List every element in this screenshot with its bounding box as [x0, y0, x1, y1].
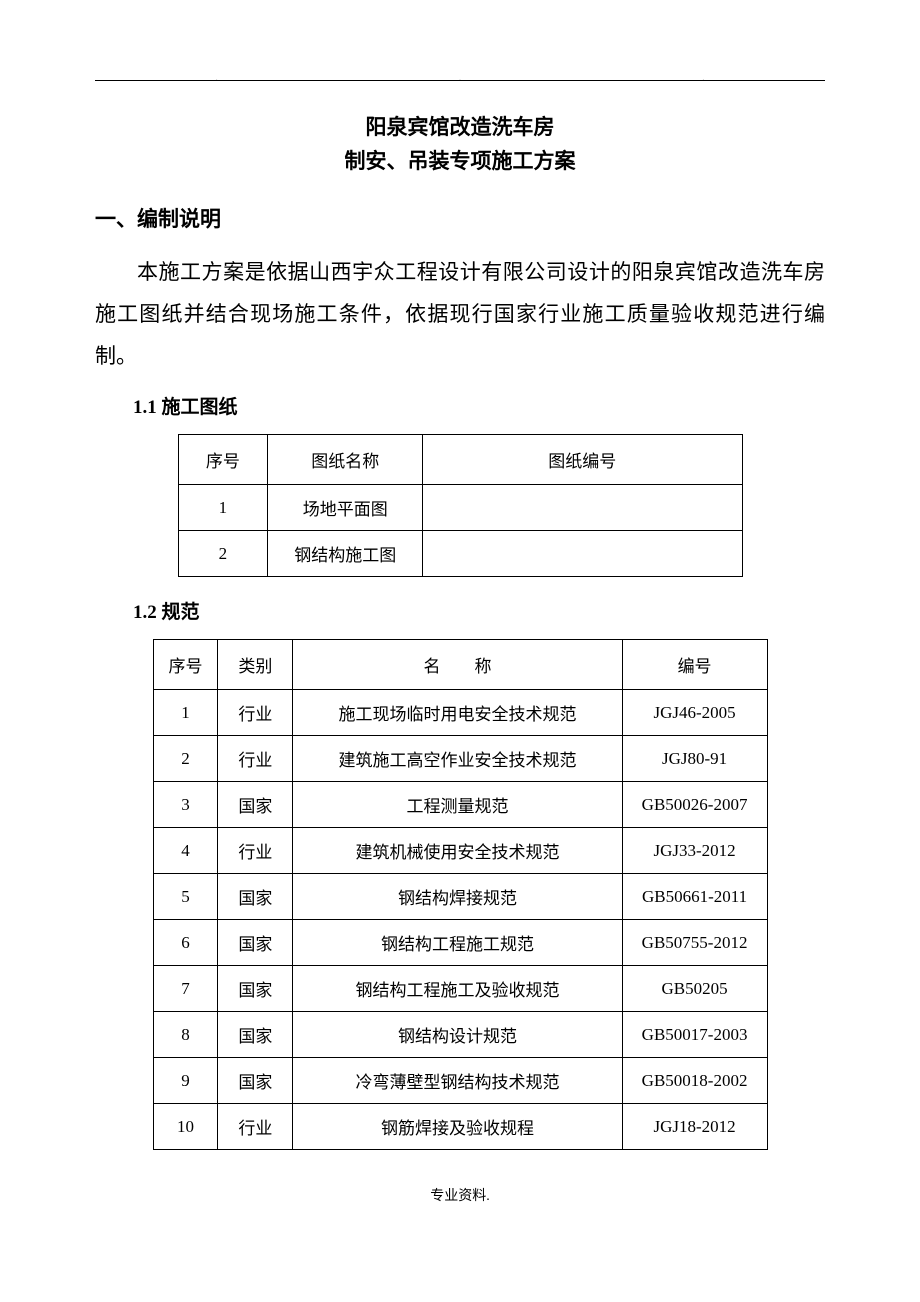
cell-number: GB50661-2011 [622, 874, 767, 920]
cell-category: 国家 [218, 1012, 293, 1058]
cell-number: GB50017-2003 [622, 1012, 767, 1058]
table-row: 3国家工程测量规范GB50026-2007 [153, 782, 767, 828]
header-divider: . . . [95, 80, 825, 81]
title-line-1: 阳泉宾馆改造洗车房 [95, 111, 825, 145]
section-1-paragraph: 本施工方案是依据山西宇众工程设计有限公司设计的阳泉宾馆改造洗车房施工图纸并结合现… [95, 251, 825, 377]
drawings-table: 序号 图纸名称 图纸编号 1场地平面图2钢结构施工图 [178, 434, 743, 577]
header-dot: . [215, 73, 218, 84]
table-row: 9国家冷弯薄壁型钢结构技术规范GB50018-2002 [153, 1058, 767, 1104]
col-number: 图纸编号 [423, 435, 742, 485]
col-name: 图纸名称 [268, 435, 423, 485]
cell-category: 国家 [218, 782, 293, 828]
drawings-heading: 1.1 施工图纸 [133, 392, 825, 419]
cell-category: 行业 [218, 736, 293, 782]
table-header-row: 序号 类别 名 称 编号 [153, 640, 767, 690]
table-row: 1场地平面图 [178, 485, 742, 531]
table-row: 1行业施工现场临时用电安全技术规范JGJ46-2005 [153, 690, 767, 736]
cell-number: JGJ33-2012 [622, 828, 767, 874]
col-seq: 序号 [153, 640, 218, 690]
table-row: 7国家钢结构工程施工及验收规范GB50205 [153, 966, 767, 1012]
standards-tbody: 1行业施工现场临时用电安全技术规范JGJ46-20052行业建筑施工高空作业安全… [153, 690, 767, 1150]
standards-table: 序号 类别 名 称 编号 1行业施工现场临时用电安全技术规范JGJ46-2005… [153, 639, 768, 1150]
cell-seq: 1 [153, 690, 218, 736]
cell-name: 冷弯薄壁型钢结构技术规范 [293, 1058, 622, 1104]
col-category: 类别 [218, 640, 293, 690]
cell-category: 国家 [218, 874, 293, 920]
col-name: 名 称 [293, 640, 622, 690]
cell-number: GB50018-2002 [622, 1058, 767, 1104]
table-row: 4行业建筑机械使用安全技术规范JGJ33-2012 [153, 828, 767, 874]
cell-number: JGJ46-2005 [622, 690, 767, 736]
cell-name: 钢筋焊接及验收规程 [293, 1104, 622, 1150]
cell-number: JGJ80-91 [622, 736, 767, 782]
cell-category: 行业 [218, 828, 293, 874]
cell-name: 钢结构工程施工规范 [293, 920, 622, 966]
cell-name: 建筑施工高空作业安全技术规范 [293, 736, 622, 782]
section-1-heading: 一、编制说明 [95, 203, 825, 233]
cell-seq: 2 [153, 736, 218, 782]
table-row: 8国家钢结构设计规范GB50017-2003 [153, 1012, 767, 1058]
cell-name: 施工现场临时用电安全技术规范 [293, 690, 622, 736]
cell-category: 国家 [218, 1058, 293, 1104]
table-row: 2行业建筑施工高空作业安全技术规范JGJ80-91 [153, 736, 767, 782]
table-row: 2钢结构施工图 [178, 531, 742, 577]
cell-seq: 3 [153, 782, 218, 828]
header-dots: . . . [95, 73, 825, 84]
cell-seq: 5 [153, 874, 218, 920]
cell-number: JGJ18-2012 [622, 1104, 767, 1150]
col-number: 编号 [622, 640, 767, 690]
cell-seq: 2 [178, 531, 268, 577]
table-row: 10行业钢筋焊接及验收规程JGJ18-2012 [153, 1104, 767, 1150]
cell-seq: 6 [153, 920, 218, 966]
cell-seq: 1 [178, 485, 268, 531]
table-row: 6国家钢结构工程施工规范GB50755-2012 [153, 920, 767, 966]
cell-category: 行业 [218, 1104, 293, 1150]
cell-name: 工程测量规范 [293, 782, 622, 828]
cell-name: 钢结构工程施工及验收规范 [293, 966, 622, 1012]
cell-seq: 7 [153, 966, 218, 1012]
cell-seq: 4 [153, 828, 218, 874]
cell-number: GB50755-2012 [622, 920, 767, 966]
document-title: 阳泉宾馆改造洗车房 制安、吊装专项施工方案 [95, 111, 825, 178]
cell-seq: 8 [153, 1012, 218, 1058]
cell-number: GB50026-2007 [622, 782, 767, 828]
cell-name: 钢结构设计规范 [293, 1012, 622, 1058]
cell-name: 钢结构焊接规范 [293, 874, 622, 920]
table-header-row: 序号 图纸名称 图纸编号 [178, 435, 742, 485]
cell-seq: 9 [153, 1058, 218, 1104]
cell-number [423, 531, 742, 577]
header-dot: . [459, 73, 462, 84]
cell-number: GB50205 [622, 966, 767, 1012]
cell-name: 钢结构施工图 [268, 531, 423, 577]
header-dot: . [702, 73, 705, 84]
drawings-tbody: 1场地平面图2钢结构施工图 [178, 485, 742, 577]
cell-seq: 10 [153, 1104, 218, 1150]
cell-number [423, 485, 742, 531]
col-seq: 序号 [178, 435, 268, 485]
standards-heading: 1.2 规范 [133, 597, 825, 624]
title-line-2: 制安、吊装专项施工方案 [95, 145, 825, 179]
cell-category: 行业 [218, 690, 293, 736]
cell-name: 建筑机械使用安全技术规范 [293, 828, 622, 874]
cell-category: 国家 [218, 920, 293, 966]
cell-name: 场地平面图 [268, 485, 423, 531]
footer-text: 专业资料. [95, 1185, 825, 1205]
table-row: 5国家钢结构焊接规范GB50661-2011 [153, 874, 767, 920]
cell-category: 国家 [218, 966, 293, 1012]
